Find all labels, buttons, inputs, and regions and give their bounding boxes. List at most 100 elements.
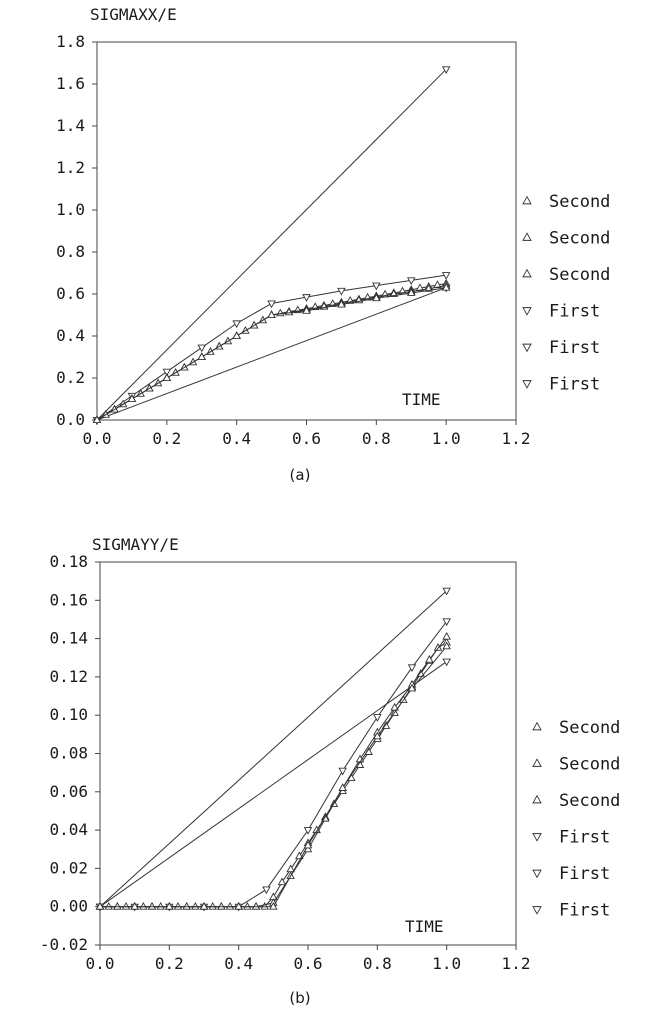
series-first-0: [92, 66, 451, 425]
legend-label: Second: [559, 791, 620, 811]
data-point: [277, 877, 287, 886]
data-point: [442, 631, 451, 640]
x-tick-label: 0.8: [363, 954, 392, 973]
data-point: [162, 373, 172, 381]
data-point: [442, 641, 451, 650]
x-tick-label: 1.2: [502, 429, 531, 448]
legend-label: Second: [549, 192, 610, 212]
y-tick-label: 0.16: [49, 590, 88, 609]
x-tick-label: 1.2: [502, 954, 531, 973]
data-point: [156, 901, 165, 910]
legend-label: Second: [549, 265, 610, 285]
x-axis-label: TIME: [402, 390, 441, 409]
data-point: [441, 272, 451, 280]
legend-triangle-down-icon: [522, 307, 532, 316]
legend-triangle-up-icon: [522, 195, 532, 205]
data-point: [267, 300, 276, 309]
data-point: [407, 664, 417, 673]
y-tick-label: 0.08: [49, 744, 88, 763]
data-point: [260, 901, 269, 910]
series-line: [96, 68, 447, 421]
y-tick-label: 0.10: [49, 705, 88, 724]
data-point: [191, 901, 200, 910]
series-first-1: [95, 658, 451, 912]
series-line: [100, 645, 448, 908]
y-tick-label: 0.8: [56, 242, 85, 261]
legend-triangle-down-icon: [532, 869, 542, 879]
legend-label: Second: [559, 755, 620, 775]
x-tick-label: 0.0: [83, 429, 112, 448]
legend-triangle-up-icon: [532, 721, 542, 731]
series-line: [100, 636, 448, 908]
y-tick-label: 0.04: [49, 820, 88, 839]
data-point: [217, 901, 226, 910]
y-tick-label: 0.00: [49, 897, 88, 916]
legend-triangle-up-icon: [522, 268, 532, 278]
data-point: [303, 827, 313, 835]
data-point: [139, 901, 148, 910]
x-axis-label: TIME: [405, 917, 444, 936]
data-point: [337, 299, 346, 308]
data-point: [251, 901, 261, 910]
x-tick-label: 0.6: [292, 429, 321, 448]
data-point: [162, 368, 172, 377]
data-point: [372, 282, 381, 291]
series-line: [96, 287, 447, 421]
legend-label: First: [559, 828, 610, 848]
data-point: [442, 658, 451, 667]
x-tick-label: 0.8: [362, 429, 391, 448]
data-point: [433, 643, 443, 651]
data-point: [337, 287, 346, 296]
data-point: [441, 66, 451, 75]
data-point: [232, 320, 241, 329]
legend-label: Second: [549, 229, 610, 249]
y-tick-label: 1.4: [56, 116, 85, 135]
x-tick-label: 0.0: [86, 954, 115, 973]
data-point: [425, 654, 434, 663]
data-point: [182, 901, 191, 910]
legend-triangle-down-icon: [522, 380, 532, 389]
y-tick-label: 1.0: [56, 200, 85, 219]
y-tick-label: 1.8: [56, 32, 85, 51]
legend-label: First: [549, 375, 600, 395]
data-point: [197, 352, 207, 360]
series-second-4: [95, 631, 451, 910]
data-point: [338, 783, 347, 791]
data-point: [147, 901, 157, 910]
legend-label: First: [559, 864, 610, 884]
series-second-5: [92, 282, 451, 423]
legend-triangle-down-icon: [522, 343, 532, 353]
series-second-3: [95, 637, 451, 910]
data-point: [130, 901, 139, 910]
series-line: [100, 642, 447, 908]
data-point: [113, 901, 122, 910]
series-first-2: [95, 618, 451, 912]
y-axis-label: SIGMAYY/E: [92, 535, 179, 554]
data-point: [95, 901, 105, 910]
data-point: [165, 901, 174, 910]
data-point: [415, 283, 425, 292]
data-point: [302, 306, 311, 314]
y-tick-label: 0.06: [49, 782, 88, 801]
y-tick-label: 0.0: [56, 410, 85, 429]
data-point: [406, 288, 416, 296]
data-point: [399, 695, 408, 703]
legend-triangle-up-icon: [532, 794, 542, 804]
data-point: [267, 310, 276, 318]
legend-triangle-down-icon: [532, 906, 542, 915]
legend-label: Second: [559, 718, 620, 738]
data-point: [121, 901, 131, 910]
legend-label: First: [549, 338, 600, 358]
data-point: [373, 714, 382, 722]
y-tick-label: 0.18: [49, 552, 88, 571]
x-tick-label: 1.0: [432, 429, 461, 448]
data-point: [262, 886, 271, 895]
y-tick-label: 0.14: [49, 629, 88, 648]
series-first-0: [95, 587, 451, 912]
data-point: [173, 901, 183, 910]
data-point: [269, 901, 278, 910]
plot-frame: [96, 41, 517, 421]
x-tick-label: 1.0: [432, 954, 461, 973]
y-tick-label: 0.02: [49, 858, 88, 877]
